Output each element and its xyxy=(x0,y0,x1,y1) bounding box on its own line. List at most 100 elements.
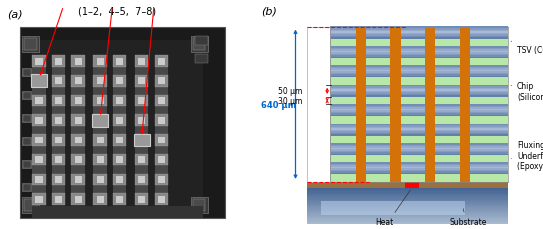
Bar xyxy=(22,160,31,169)
Bar xyxy=(307,197,508,199)
Bar xyxy=(425,66,435,85)
Bar xyxy=(425,47,435,66)
Bar xyxy=(52,194,65,205)
Bar xyxy=(23,93,30,100)
Bar xyxy=(116,58,123,65)
Bar xyxy=(330,27,508,29)
Bar xyxy=(330,47,508,48)
Bar xyxy=(74,176,82,183)
Bar xyxy=(330,91,508,93)
Bar xyxy=(55,176,62,183)
Bar xyxy=(330,72,508,74)
Bar xyxy=(390,66,401,85)
Bar xyxy=(307,191,508,193)
Bar xyxy=(116,157,123,164)
Bar xyxy=(97,117,104,124)
Bar xyxy=(330,151,508,152)
Bar xyxy=(425,85,435,105)
Bar xyxy=(330,53,508,54)
Bar xyxy=(330,125,508,127)
Bar xyxy=(330,96,508,97)
Bar xyxy=(330,127,508,128)
Bar xyxy=(307,27,330,182)
Bar xyxy=(22,69,31,78)
Bar xyxy=(22,37,39,53)
Bar xyxy=(138,176,146,183)
Bar xyxy=(330,133,508,135)
Bar xyxy=(135,76,148,87)
Bar xyxy=(330,32,508,33)
Bar xyxy=(55,98,62,104)
Bar xyxy=(330,59,508,66)
Bar xyxy=(52,174,65,185)
Bar xyxy=(35,157,43,164)
Bar xyxy=(425,163,435,182)
Bar xyxy=(157,137,165,144)
Bar xyxy=(116,98,123,104)
Bar xyxy=(135,135,148,146)
Bar xyxy=(307,196,508,198)
Bar xyxy=(138,117,146,124)
Bar xyxy=(195,37,207,46)
Bar xyxy=(35,196,43,203)
Bar xyxy=(459,47,470,66)
Bar xyxy=(33,76,46,87)
Bar xyxy=(307,203,508,205)
Bar xyxy=(135,115,148,126)
Bar xyxy=(55,157,62,164)
Bar xyxy=(116,176,123,183)
Bar xyxy=(191,197,207,213)
Bar xyxy=(31,75,47,88)
Bar xyxy=(97,176,104,183)
Bar xyxy=(72,135,85,146)
Bar xyxy=(330,109,508,111)
Bar xyxy=(31,206,203,218)
Bar xyxy=(330,105,508,106)
Bar xyxy=(307,216,508,217)
Bar xyxy=(390,27,401,47)
Bar xyxy=(20,27,225,218)
Bar xyxy=(55,137,62,144)
Bar xyxy=(330,93,508,94)
Bar xyxy=(330,66,508,68)
Text: Chip
(Silicon): Chip (Silicon) xyxy=(511,82,543,101)
Bar xyxy=(330,143,508,145)
Bar xyxy=(307,223,508,224)
Bar xyxy=(74,196,82,203)
Bar xyxy=(330,35,508,36)
Text: 30 μm: 30 μm xyxy=(278,97,302,106)
Bar xyxy=(157,58,165,65)
Bar xyxy=(97,137,104,144)
Bar xyxy=(33,56,46,68)
Bar xyxy=(390,85,401,105)
Bar xyxy=(52,76,65,87)
Bar xyxy=(74,157,82,164)
Bar xyxy=(93,56,107,68)
Bar xyxy=(330,106,508,108)
Bar xyxy=(425,143,435,163)
Bar xyxy=(138,137,146,144)
Text: 50 μm: 50 μm xyxy=(278,87,302,96)
Bar xyxy=(330,54,508,56)
Bar xyxy=(356,66,366,85)
Text: 640 μm: 640 μm xyxy=(261,100,296,109)
Bar xyxy=(35,58,43,65)
Bar xyxy=(307,213,508,215)
Bar xyxy=(356,143,366,163)
Bar xyxy=(330,90,508,91)
Bar xyxy=(138,196,146,203)
Bar xyxy=(330,134,508,136)
Bar xyxy=(93,115,107,126)
Bar xyxy=(459,163,470,182)
Bar xyxy=(307,189,508,190)
Bar xyxy=(55,117,62,124)
Bar xyxy=(307,219,508,221)
Bar xyxy=(93,76,107,87)
Bar xyxy=(157,176,165,183)
Bar xyxy=(52,135,65,146)
Bar xyxy=(23,139,30,145)
Bar xyxy=(330,30,508,32)
Bar xyxy=(93,194,107,205)
Bar xyxy=(93,56,107,205)
Bar xyxy=(425,27,435,47)
